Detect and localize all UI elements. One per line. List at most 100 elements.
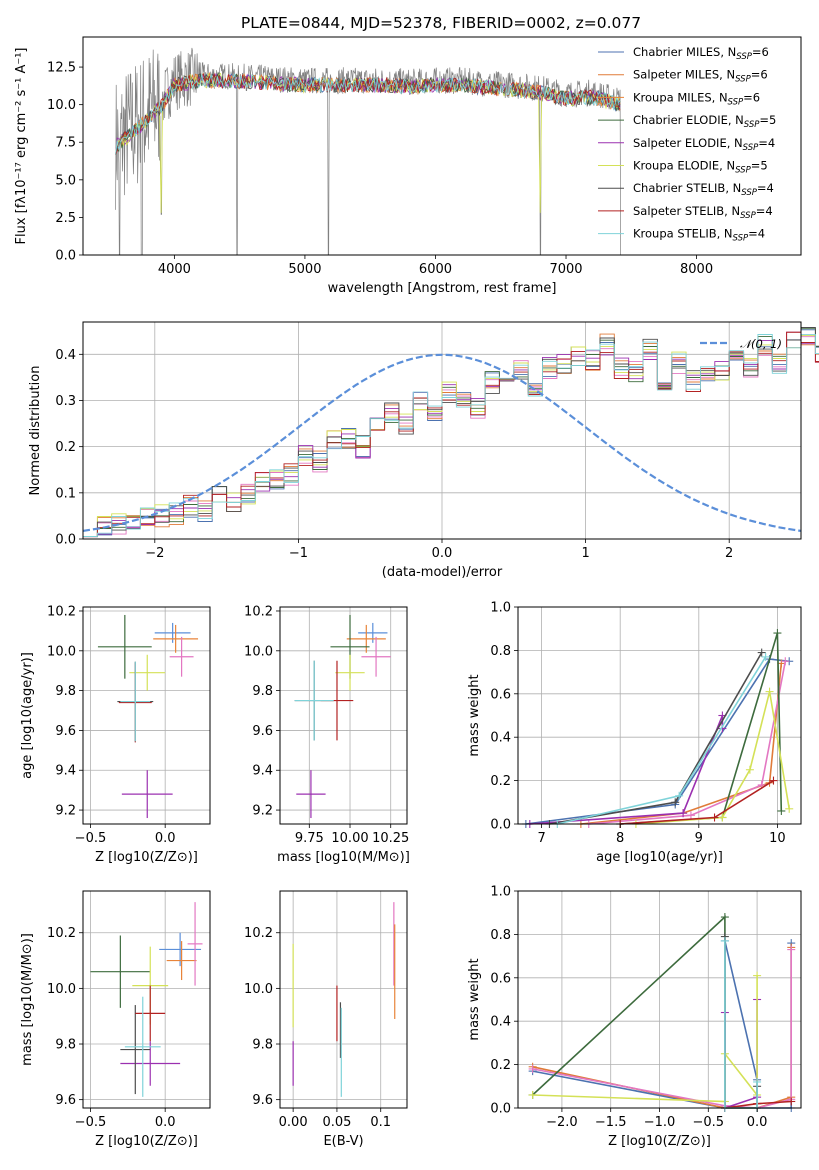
axes-frame (82, 606, 211, 825)
x-tick-label: −0.5 (693, 1115, 725, 1130)
plot-area-mass-vs-z (90, 902, 203, 1097)
point-2 (187, 902, 203, 986)
y-tick-label: 12.5 (47, 61, 76, 76)
y-tick-label: 10.0 (47, 98, 76, 113)
x-tick-label: 0.0 (155, 1115, 176, 1130)
x-tick-label: −0.5 (75, 1115, 107, 1130)
x-axis-label: age [log10(age/yr)] (596, 850, 723, 865)
series-marker (777, 806, 786, 815)
point-1 (166, 941, 197, 981)
x-tick-label: 0.0 (747, 1115, 768, 1130)
y-axis-label: mass weight (467, 674, 482, 756)
x-tick-label: 0.05 (322, 1115, 351, 1130)
y-tick-label: 0.2 (490, 774, 511, 789)
legend: 𝒩(0, 1) (700, 337, 782, 351)
series-marker (773, 629, 782, 638)
point-3 (90, 935, 151, 1008)
x-axis-label: E(B-V) (323, 1134, 363, 1149)
series-marker (781, 657, 790, 666)
x-tick-label: −2.0 (546, 1115, 578, 1130)
y-axis-label: mass weight (467, 958, 482, 1040)
point-5 (335, 654, 365, 691)
y-tick-label: 0.0 (490, 818, 511, 833)
series-marker (710, 813, 719, 822)
y-tick-label: 10.2 (244, 926, 273, 941)
y-tick-label: 0.2 (55, 440, 76, 455)
y-tick-label: 0.4 (490, 1015, 511, 1030)
plot-area-mass-vs-ebv (292, 902, 396, 1097)
y-tick-label: 10.0 (244, 982, 273, 997)
y-tick-label: 9.6 (252, 724, 273, 739)
x-axis-label: (data-model)/error (382, 565, 503, 580)
series-line-chabrier_miles (532, 940, 793, 1109)
y-tick-label: 0.3 (55, 394, 76, 409)
series-marker (528, 1090, 537, 1099)
y-tick-label: 10.0 (47, 982, 76, 997)
y-axis-label: Normed distribution (28, 366, 43, 496)
x-tick-label: 10.00 (331, 831, 368, 846)
y-tick-label: 9.6 (55, 1093, 76, 1108)
point-4 (120, 1041, 181, 1086)
x-axis-label: mass [log10(M/M⊙)] (277, 850, 410, 865)
series-marker (787, 945, 796, 954)
point-8 (294, 660, 334, 741)
y-tick-label: 0.0 (55, 533, 76, 548)
y-axis-label: mass [log10(M/M⊙)] (20, 933, 35, 1066)
series-marker (720, 913, 729, 922)
series-line-salpeter_miles (532, 947, 793, 1109)
series-marker (675, 791, 684, 800)
legend-label: Chabrier MILES, NSSP=6 (633, 45, 769, 62)
y-axis-label: age [log10(age/yr)] (20, 652, 35, 779)
series-marker (686, 811, 695, 820)
x-axis-label: Z [log10(Z/Z⊙)] (608, 1134, 711, 1149)
point-2 (169, 636, 194, 677)
x-axis-label: Z [log10(Z/Z⊙)] (95, 850, 198, 865)
x-tick-label: 1 (581, 546, 589, 561)
axes-frame (82, 890, 211, 1109)
series-marker (528, 1064, 537, 1073)
x-tick-label: 0.1 (370, 1115, 391, 1130)
x-tick-label: 5000 (288, 262, 321, 277)
y-tick-label: 9.6 (252, 1093, 273, 1108)
y-tick-label: 0.8 (490, 928, 511, 943)
axes-age-vs-z: −0.5 0.0 9.2 9.4 9.6 9.8 10.0 10.2 Z [log10(Z/Z⊙… (20, 604, 211, 865)
plot-area-mass-weight-vs-age (521, 629, 794, 828)
plot-area-residuals (82, 327, 819, 538)
point-6 (120, 1005, 151, 1095)
x-tick-label: −1 (289, 546, 308, 561)
x-tick-label: −0.5 (75, 831, 107, 846)
point-4 (296, 770, 326, 819)
axes-mass-vs-z: −0.5 0.0 9.6 9.8 10.0 10.2 Z [log10(Z/Z⊙)] mass… (20, 890, 211, 1149)
y-tick-label: 0.1 (55, 486, 76, 501)
plot-area-age-vs-mass (294, 614, 391, 819)
x-tick-label: 10.25 (372, 831, 409, 846)
series-line-kroupa_stelib (724, 940, 758, 1109)
y-tick-label: 9.8 (252, 684, 273, 699)
series-line-salpeter_elodie (724, 999, 758, 1110)
series-marker (671, 798, 680, 807)
axes-residuals: −2 −1 0.0 1 2 0.0 0.1 0.2 0.3 0.4 (data-model)/err… (28, 321, 819, 580)
legend-label: Chabrier ELODIE, NSSP=5 (633, 113, 776, 130)
series-marker (753, 1077, 762, 1086)
plot-area-spectrum (115, 47, 621, 255)
point-2 (361, 636, 391, 677)
model-line-kroupa_stelib (115, 72, 621, 155)
y-tick-label: 9.6 (55, 724, 76, 739)
point-7 (135, 985, 166, 1042)
x-axis-label: Z [log10(Z/Z⊙)] (95, 1134, 198, 1149)
series-marker (720, 936, 729, 945)
series-marker (769, 776, 778, 785)
y-tick-label: 0.6 (490, 971, 511, 986)
y-tick-label: 0.4 (490, 731, 511, 746)
legend-label: Kroupa ELODIE, NSSP=5 (633, 159, 768, 176)
y-tick-label: 0.8 (490, 644, 511, 659)
legend-label: Salpeter STELIB, NSSP=4 (633, 204, 773, 221)
series-marker (785, 804, 794, 813)
y-tick-label: 10.2 (47, 926, 76, 941)
x-tick-label: −1.5 (595, 1115, 627, 1130)
x-tick-label: 7 (537, 831, 545, 846)
series-marker (718, 813, 727, 822)
y-tick-label: 9.8 (55, 1038, 76, 1053)
legend-label: Salpeter ELODIE, NSSP=4 (633, 136, 775, 153)
